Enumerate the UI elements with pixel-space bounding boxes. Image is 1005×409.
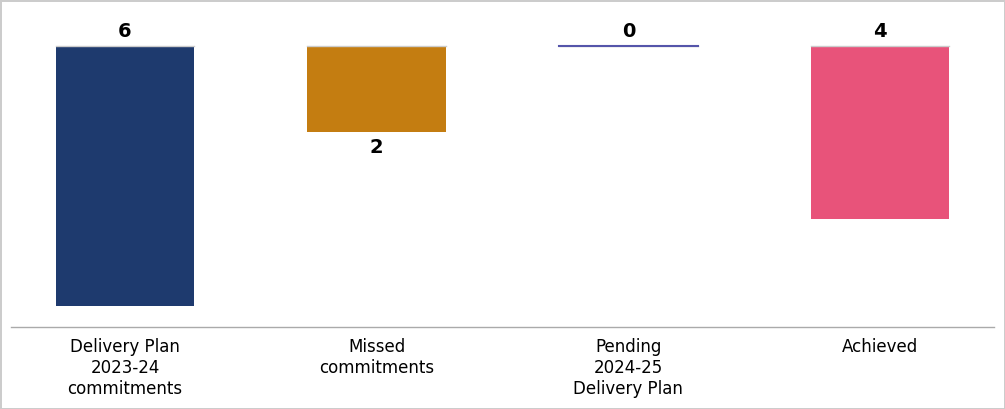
Bar (811, 46, 949, 219)
Text: 6: 6 (119, 22, 132, 40)
Text: 2: 2 (370, 137, 384, 157)
Text: 4: 4 (873, 22, 886, 40)
Bar (56, 46, 194, 306)
Bar (308, 46, 446, 133)
Text: 0: 0 (622, 22, 635, 40)
